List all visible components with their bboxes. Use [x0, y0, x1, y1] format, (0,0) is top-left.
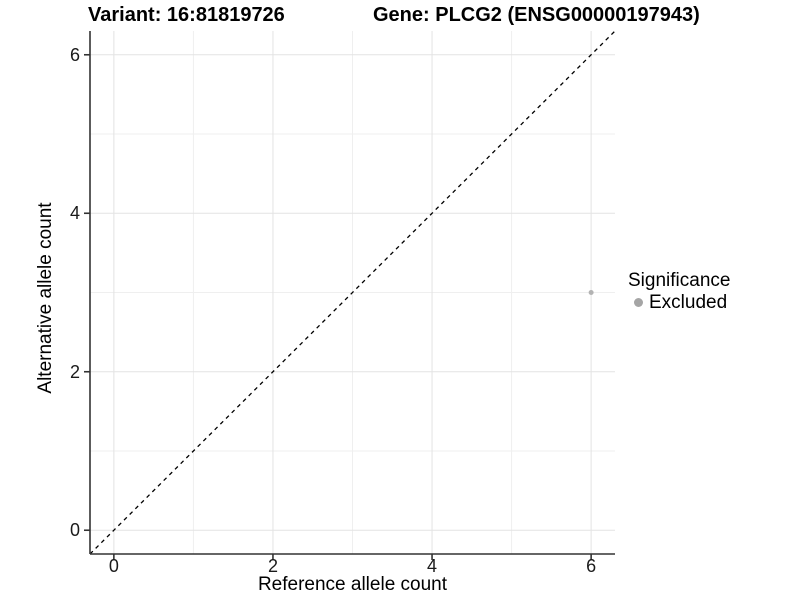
legend-title: Significance: [628, 270, 731, 291]
x-tick-label: 2: [267, 556, 278, 576]
legend: Significance Excluded: [628, 270, 730, 313]
legend-item: Excluded: [628, 292, 730, 313]
legend-point-icon: [634, 298, 643, 307]
x-tick-label: 4: [427, 556, 438, 576]
plot-title-gene: Gene: PLCG2 (ENSG00000197943): [373, 4, 700, 26]
x-tick-label: 0: [108, 556, 119, 576]
identity-line: [89, 30, 616, 555]
x-axis-title: Reference allele count: [257, 574, 448, 595]
legend-items: Excluded: [628, 292, 730, 313]
y-tick-label: 2: [69, 361, 80, 382]
x-tick-label: 6: [586, 556, 597, 576]
legend-item-label: Excluded: [649, 292, 728, 313]
y-tick-label: 6: [69, 44, 80, 65]
y-axis-title: Alternative allele count: [35, 202, 56, 394]
y-tick-label: 4: [69, 203, 80, 224]
data-point: [588, 290, 594, 295]
y-tick-label: 0: [69, 520, 80, 541]
plot-title-variant: Variant: 16:81819726: [88, 4, 285, 26]
